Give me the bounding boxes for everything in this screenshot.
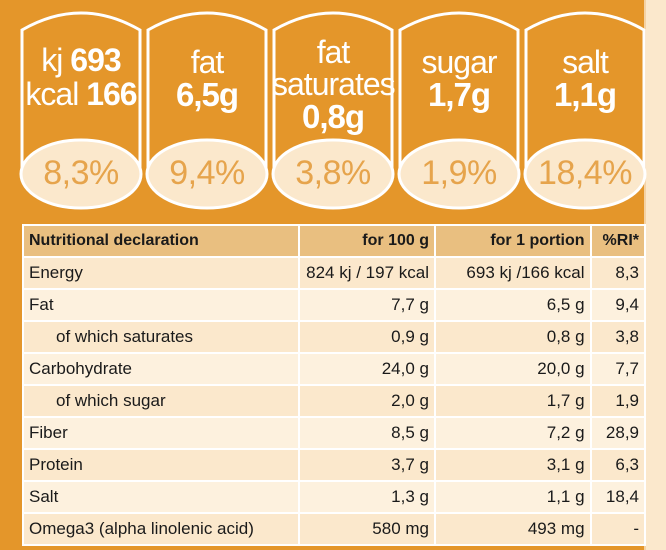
row-label: Protein — [22, 448, 300, 482]
fat-value: 6,5g — [175, 76, 239, 113]
table-row: Fat 7,7 g 6,5 g 9,4 — [22, 288, 647, 322]
table-header-row: Nutritional declaration for 100 g for 1 … — [22, 224, 647, 258]
row-ri: 8,3 — [589, 256, 647, 290]
row-per-portion: 3,1 g — [433, 448, 592, 482]
badge-shape — [523, 11, 647, 210]
row-label: Carbohydrate — [22, 352, 300, 386]
nutrition-table-panel: Nutritional declaration for 100 g for 1 … — [22, 224, 647, 546]
row-ri: 28,9 — [589, 416, 647, 450]
row-label: Omega3 (alpha linolenic acid) — [22, 512, 300, 546]
row-per-portion: 0,8 g — [433, 320, 592, 354]
table-row: Carbohydrate 24,0 g 20,0 g 7,7 — [22, 352, 647, 386]
fat-label: fat — [190, 44, 225, 80]
row-per-portion: 1,7 g — [433, 384, 592, 418]
row-per-100g: 7,7 g — [297, 288, 436, 322]
saturates-badge: fat saturates 0,8g 3,8% — [271, 0, 396, 210]
header-per-100g: for 100 g — [297, 224, 436, 258]
row-label: Salt — [22, 480, 300, 514]
saturates-value: 0,8g — [301, 98, 365, 135]
saturates-percent: 3,8% — [295, 154, 371, 192]
energy-percent: 8,3% — [43, 154, 119, 192]
row-per-portion: 6,5 g — [433, 288, 592, 322]
sugar-badge: sugar 1,7g 1,9% — [397, 0, 521, 210]
row-ri: 9,4 — [589, 288, 647, 322]
badge-shape — [145, 11, 269, 210]
nutrition-table: Nutritional declaration for 100 g for 1 … — [22, 224, 647, 546]
row-label: Fat — [22, 288, 300, 322]
header-per-portion: for 1 portion — [433, 224, 592, 258]
row-ri: - — [589, 512, 647, 546]
kj-label: kj — [41, 42, 63, 78]
row-label: of which sugar — [22, 384, 300, 418]
table-row: of which sugar 2,0 g 1,7 g 1,9 — [22, 384, 647, 418]
row-ri: 18,4 — [589, 480, 647, 514]
salt-badge: salt 1,1g 18,4% — [523, 0, 647, 210]
row-per-portion: 20,0 g — [433, 352, 592, 386]
row-per-100g: 24,0 g — [297, 352, 436, 386]
salt-label: salt — [562, 44, 609, 80]
energy-badge: kj 693 kcal 166 8,3% — [19, 0, 143, 210]
salt-percent: 18,4% — [538, 154, 632, 192]
table-row: Energy 824 kj / 197 kcal 693 kj /166 kca… — [22, 256, 647, 290]
kcal-label: kcal — [25, 75, 79, 112]
energy-kcal: kcal 166 — [20, 75, 142, 112]
sugar-label: sugar — [421, 44, 497, 80]
sugar-value: 1,7g — [427, 76, 491, 113]
row-per-100g: 580 mg — [297, 512, 436, 546]
fat-percent: 9,4% — [169, 154, 245, 192]
badge-shape — [397, 11, 521, 210]
fat-badge: fat 6,5g 9,4% — [145, 0, 269, 210]
table-row: Omega3 (alpha linolenic acid) 580 mg 493… — [22, 512, 647, 546]
row-label: Fiber — [22, 416, 300, 450]
row-per-portion: 7,2 g — [433, 416, 592, 450]
saturates-label-2: saturates — [272, 66, 396, 102]
row-label: Energy — [22, 256, 300, 290]
row-per-100g: 1,3 g — [297, 480, 436, 514]
nutrition-badges: kj 693 kcal 166 8,3% fat 6,5g 9,4% fat s… — [0, 0, 666, 210]
row-ri: 3,8 — [589, 320, 647, 354]
table-row: of which saturates 0,9 g 0,8 g 3,8 — [22, 320, 647, 354]
row-label: of which saturates — [22, 320, 300, 354]
salt-value: 1,1g — [553, 76, 617, 113]
energy-kj: kj 693 — [20, 42, 142, 78]
header-declaration: Nutritional declaration — [22, 224, 300, 258]
badge-shape — [19, 11, 143, 210]
row-per-portion: 493 mg — [433, 512, 592, 546]
row-ri: 6,3 — [589, 448, 647, 482]
row-per-portion: 1,1 g — [433, 480, 592, 514]
kj-value: 693 — [70, 42, 121, 78]
saturates-label-1: fat — [316, 34, 351, 70]
header-ri: %RI* — [589, 224, 647, 258]
table-row: Protein 3,7 g 3,1 g 6,3 — [22, 448, 647, 482]
kcal-value: 166 — [86, 75, 137, 112]
sugar-percent: 1,9% — [421, 154, 497, 192]
row-per-100g: 2,0 g — [297, 384, 436, 418]
badge-shape — [271, 11, 395, 210]
row-per-portion: 693 kj /166 kcal — [433, 256, 592, 290]
row-per-100g: 0,9 g — [297, 320, 436, 354]
row-ri: 1,9 — [589, 384, 647, 418]
table-row: Fiber 8,5 g 7,2 g 28,9 — [22, 416, 647, 450]
row-per-100g: 3,7 g — [297, 448, 436, 482]
row-per-100g: 824 kj / 197 kcal — [297, 256, 436, 290]
table-row: Salt 1,3 g 1,1 g 18,4 — [22, 480, 647, 514]
row-ri: 7,7 — [589, 352, 647, 386]
row-per-100g: 8,5 g — [297, 416, 436, 450]
